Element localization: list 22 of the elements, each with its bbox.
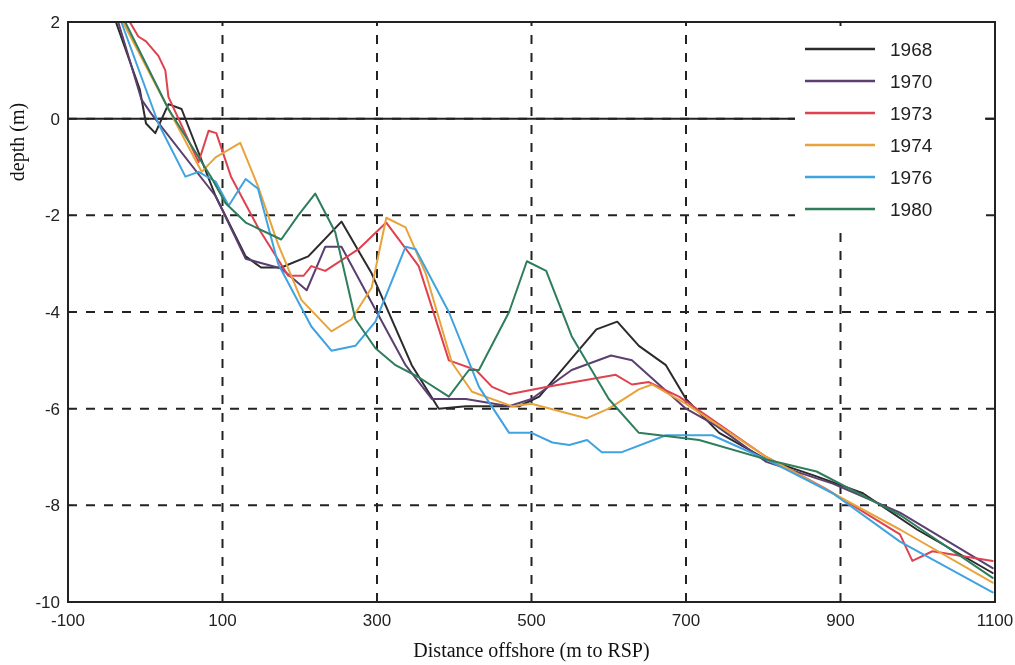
y-tick-label: -10	[35, 592, 60, 612]
y-tick-label: -8	[44, 496, 60, 516]
legend-label: 1968	[890, 38, 933, 60]
y-tick-label: 2	[50, 12, 60, 32]
y-tick-label: 0	[50, 109, 60, 129]
x-tick-label: 700	[671, 611, 701, 630]
x-tick-label: 100	[208, 611, 237, 630]
x-tick-label: -100	[50, 611, 86, 630]
legend-label: 1973	[890, 102, 933, 124]
legend-label: 1970	[890, 70, 933, 92]
y-axis-title: depth (m)	[6, 102, 29, 182]
x-tick-label: 900	[826, 611, 855, 630]
x-tick-label: 500	[517, 611, 546, 630]
legend-label: 1974	[890, 134, 933, 156]
legend-label: 1980	[890, 198, 933, 220]
x-tick-label: 300	[362, 611, 392, 630]
y-tick-label: -2	[44, 206, 60, 226]
y-tick-label: -4	[44, 302, 60, 322]
y-tick-label: -6	[44, 399, 60, 419]
x-axis-title: Distance offshore (m to RSP)	[413, 639, 650, 662]
legend-label: 1976	[890, 166, 933, 188]
x-tick-label: 1100	[976, 611, 1014, 630]
